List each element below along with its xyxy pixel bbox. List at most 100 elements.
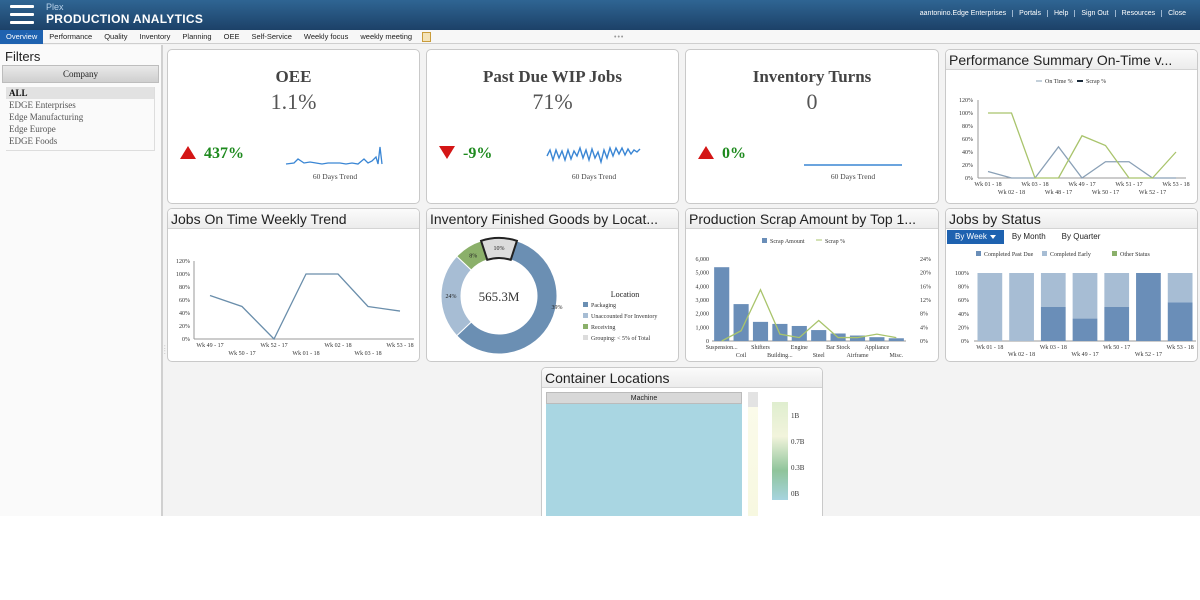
bar-segment	[1136, 273, 1161, 341]
trend-label: 60 Days Trend	[312, 172, 358, 181]
x-tick-label: Suspension...	[706, 345, 738, 351]
x-tick-label: Wk 03 - 18	[1040, 345, 1067, 351]
legend-label: Completed Past Due	[984, 252, 1034, 258]
legend-swatch	[583, 313, 588, 318]
tab-weekly-focus[interactable]: Weekly focus	[303, 31, 349, 41]
subtab-by-quarter[interactable]: By Quarter	[1061, 232, 1101, 241]
scale-label: 0B	[791, 490, 800, 498]
y-tick-label: 2,000	[696, 312, 710, 318]
x-tick-label: Airframe	[847, 352, 869, 359]
legend-label: Other Status	[1120, 252, 1150, 258]
y-tick-label: 0%	[961, 339, 969, 345]
legend-label: Receiving	[591, 325, 615, 331]
tab-self-service[interactable]: Self-Service	[251, 31, 292, 41]
vendor-name: Plex	[46, 2, 64, 12]
y2-tick-label: 8%	[920, 312, 928, 318]
kpi-sparkline	[285, 146, 383, 165]
bar	[849, 335, 866, 341]
y-tick-label: 60%	[179, 298, 190, 304]
company-item[interactable]: Edge Manufacturing	[9, 112, 84, 122]
x-tick-label: Appliance	[865, 345, 890, 351]
legend-label: Scrap %	[1086, 79, 1106, 85]
panel-splitter-handle[interactable]: ::	[164, 345, 166, 356]
kpi-sparkline	[804, 164, 902, 166]
x-tick-label: Wk 50 - 17	[228, 351, 255, 357]
tab-inventory[interactable]: Inventory	[139, 31, 171, 41]
legend-swatch	[762, 238, 767, 243]
x-tick-label: Bar Stock	[826, 345, 850, 351]
bar	[772, 323, 788, 341]
series-line	[209, 273, 401, 341]
x-tick-label: Wk 01 - 18	[976, 345, 1003, 351]
y-tick-label: 120%	[959, 98, 973, 104]
x-tick-label: Wk 02 - 18	[1008, 352, 1035, 358]
performance-summary-card: Performance Summary On-Time v... On Time…	[945, 49, 1198, 204]
y-tick-label: 0%	[182, 337, 190, 343]
kpi-change: -9%	[463, 145, 493, 162]
bar	[888, 338, 904, 341]
x-tick-label: Wk 53 - 18	[1162, 182, 1189, 188]
card-title: Inventory Finished Goods by Locat...	[427, 209, 678, 229]
help-link[interactable]: Help	[1046, 10, 1074, 17]
tab-performance[interactable]: Performance	[49, 31, 93, 41]
x-tick-label: Wk 51 - 17	[1115, 182, 1142, 188]
card-title: Performance Summary On-Time v...	[946, 50, 1197, 70]
sign-out-link[interactable]: Sign Out	[1074, 10, 1114, 17]
jobs-status-subtabs: By Week By Month By Quarter	[946, 229, 1197, 245]
treemap-header[interactable]: Machine	[546, 392, 742, 404]
y-tick-label: 40%	[958, 312, 969, 318]
tab-oee[interactable]: OEE	[223, 31, 240, 41]
jobs-on-time-card: Jobs On Time Weekly Trend 0% 20% 40% 60% 80%…	[167, 208, 420, 362]
bar-segment	[1104, 307, 1130, 341]
kpi-card-inventory-turns: Inventory Turns 0 0% 60 Days Trend	[685, 49, 939, 204]
user-link[interactable]: aantonino.Edge Enterprises	[919, 10, 1007, 17]
jobs-by-status-card: Jobs by Status By Week By Month By Quart…	[945, 208, 1198, 362]
slice-label: 10%	[494, 246, 505, 252]
x-tick-label: Wk 02 - 18	[324, 343, 351, 349]
tab-planning[interactable]: Planning	[182, 31, 212, 41]
company-item[interactable]: EDGE Enterprises	[9, 100, 76, 110]
donut-center-value: 565.3M	[479, 289, 520, 304]
y2-tick-label: 24%	[920, 257, 931, 263]
company-header[interactable]: Company	[2, 65, 159, 83]
x-tick-label: Wk 48 - 17	[1045, 190, 1072, 196]
y-tick-label: 80%	[179, 285, 190, 291]
subtab-by-month[interactable]: By Month	[1011, 232, 1046, 241]
company-item[interactable]: Edge Europe	[9, 124, 56, 134]
filters-title: Filters	[5, 49, 41, 64]
company-list: ALL EDGE Enterprises Edge Manufacturing …	[6, 87, 155, 151]
tab-overview[interactable]: Overview	[0, 29, 44, 44]
bar	[714, 267, 730, 341]
x-tick-label: Wk 52 - 17	[260, 343, 287, 349]
hamburger-menu-icon[interactable]	[10, 5, 34, 25]
bar	[733, 304, 749, 341]
y-tick-label: 100%	[955, 271, 969, 277]
legend-label: On Time %	[1045, 79, 1073, 85]
tab-weekly-meeting[interactable]: weekly meeting	[360, 31, 413, 41]
inventory-finished-goods-card: Inventory Finished Goods by Locat... 24%…	[426, 208, 679, 362]
portals-link[interactable]: Portals	[1012, 10, 1047, 17]
card-title: Jobs On Time Weekly Trend	[168, 209, 419, 229]
subtab-by-week[interactable]: By Week	[947, 230, 1004, 244]
subtab-label: By Week	[955, 232, 987, 241]
x-tick-label: Wk 53 - 18	[1167, 345, 1194, 351]
y-tick-label: 3,000	[696, 298, 710, 304]
close-link[interactable]: Close	[1161, 10, 1192, 17]
y-tick-label: 100%	[176, 272, 190, 278]
treemap-scroll-strip[interactable]	[748, 392, 758, 516]
bar	[869, 337, 885, 341]
kpi-title: OEE	[275, 67, 312, 86]
up-arrow-icon	[180, 146, 196, 159]
drag-grip-icon[interactable]: •••	[614, 34, 625, 41]
company-item[interactable]: EDGE Foods	[9, 136, 58, 146]
x-tick-label: Wk 50 - 17	[1092, 190, 1119, 196]
treemap-tile[interactable]	[546, 404, 742, 516]
kpi-value: 1.1%	[270, 89, 317, 114]
company-item[interactable]: ALL	[6, 87, 154, 99]
resources-link[interactable]: Resources	[1114, 10, 1161, 17]
trend-label: 60 Days Trend	[830, 172, 876, 181]
report-icon[interactable]	[422, 31, 432, 42]
scale-label: 0.3B	[791, 464, 805, 472]
bar-segment	[1072, 273, 1098, 319]
tab-quality[interactable]: Quality	[104, 31, 128, 41]
